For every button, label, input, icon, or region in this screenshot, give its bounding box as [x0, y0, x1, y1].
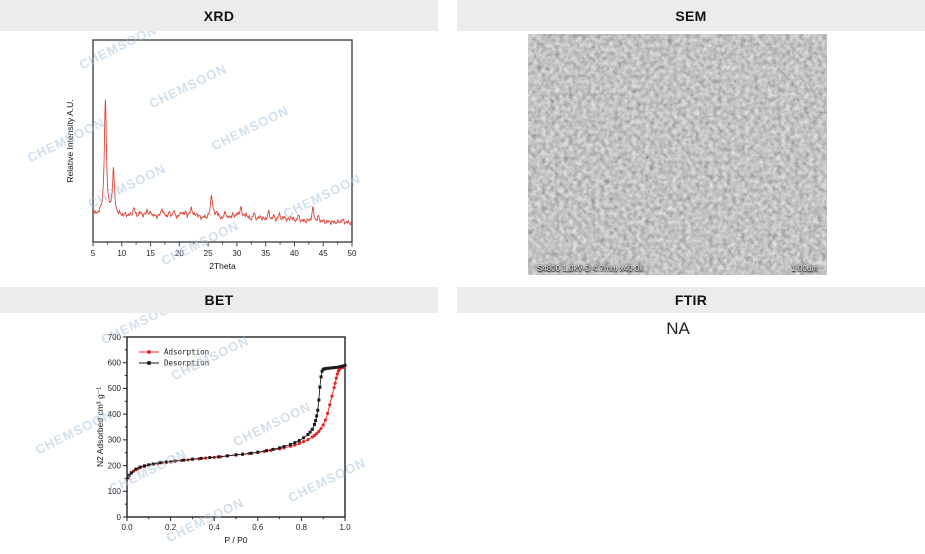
bet-x-tick-label: 0.6 [252, 523, 264, 532]
sem-panel-header: SEM [457, 0, 925, 31]
sem-caption-bar: S4800 1.0kV-D 4.7mm x40.0k 1.00um [528, 259, 827, 273]
bet-y-tick-label: 700 [108, 333, 122, 342]
sem-scale-ruler-ticks [716, 259, 818, 263]
sem-noise-texture [528, 34, 827, 275]
xrd-x-tick-label: 35 [261, 249, 270, 258]
xrd-panel-header: XRD [0, 0, 438, 31]
bet-y-tick-label: 300 [108, 436, 122, 445]
xrd-y-axis-label: Relative Intensity A.U. [65, 99, 75, 182]
bet-y-tick-label: 400 [108, 410, 122, 419]
xrd-x-tick-label: 25 [204, 249, 213, 258]
bet-desorption-curve [127, 364, 346, 478]
xrd-x-tick-label: 50 [348, 249, 357, 258]
xrd-x-tick-label: 10 [117, 249, 126, 258]
xrd-x-tick-label: 40 [290, 249, 299, 258]
sem-scale-bar: 1.00um [716, 259, 818, 273]
bet-x-tick-label: 1.0 [339, 523, 351, 532]
bet-isotherm-chart: 0.0 0.2 0.4 0.6 0.8 1.0 0 100 200 300 400 500 600 700… [95, 333, 351, 545]
bet-adsorption-curve [127, 365, 346, 479]
xrd-plot-frame [92, 39, 353, 243]
ftir-panel-title: FTIR [674, 292, 708, 308]
bet-legend-label: Adsorption [164, 348, 209, 357]
bet-x-axis-label: P / P0 [225, 535, 248, 545]
bet-panel-header: BET [0, 287, 438, 313]
bet-x-tick-label: 0.4 [209, 523, 221, 532]
xrd-panel-title: XRD [203, 7, 235, 24]
bet-plot-frame [126, 336, 346, 518]
bet-legend-label: Desorption [164, 359, 209, 368]
bet-y-tick-label: 200 [108, 461, 122, 470]
bet-y-tick-label: 100 [108, 487, 122, 496]
bet-x-tick-label: 0.8 [296, 523, 308, 532]
xrd-x-tick-label: 30 [232, 249, 241, 258]
xrd-x-tick-label: 5 [91, 249, 96, 258]
bet-x-tick-label: 0.0 [121, 523, 133, 532]
ftir-panel-header: FTIR [457, 287, 925, 313]
xrd-x-tick-label: 45 [319, 249, 328, 258]
bet-y-tick-label: 600 [108, 359, 122, 368]
xrd-pattern-curve [92, 99, 352, 226]
xrd-x-tick-label: 20 [175, 249, 184, 258]
sem-micrograph-image: S4800 1.0kV-D 4.7mm x40.0k 1.00um [528, 34, 827, 275]
xrd-diffraction-chart: 5 10 15 20 25 30 35 40 45 50 2Theta Relative Intens… [65, 39, 357, 271]
bet-y-tick-label: 500 [108, 384, 122, 393]
xrd-x-tick-label: 15 [146, 249, 155, 258]
bet-y-axis-label: N2 Adsorbed cm³ g⁻¹ [95, 387, 105, 467]
sem-scale-label: 1.00um [791, 264, 818, 273]
bet-x-tick-label: 0.2 [165, 523, 177, 532]
bet-y-tick-label: 0 [117, 513, 122, 522]
sem-instrument-caption: S4800 1.0kV-D 4.7mm x40.0k [537, 264, 644, 273]
ftir-na-value: NA [666, 319, 690, 338]
xrd-x-axis-label: 2Theta [209, 261, 236, 271]
sem-panel-title: SEM [675, 7, 707, 24]
bet-panel-title: BET [204, 292, 234, 308]
